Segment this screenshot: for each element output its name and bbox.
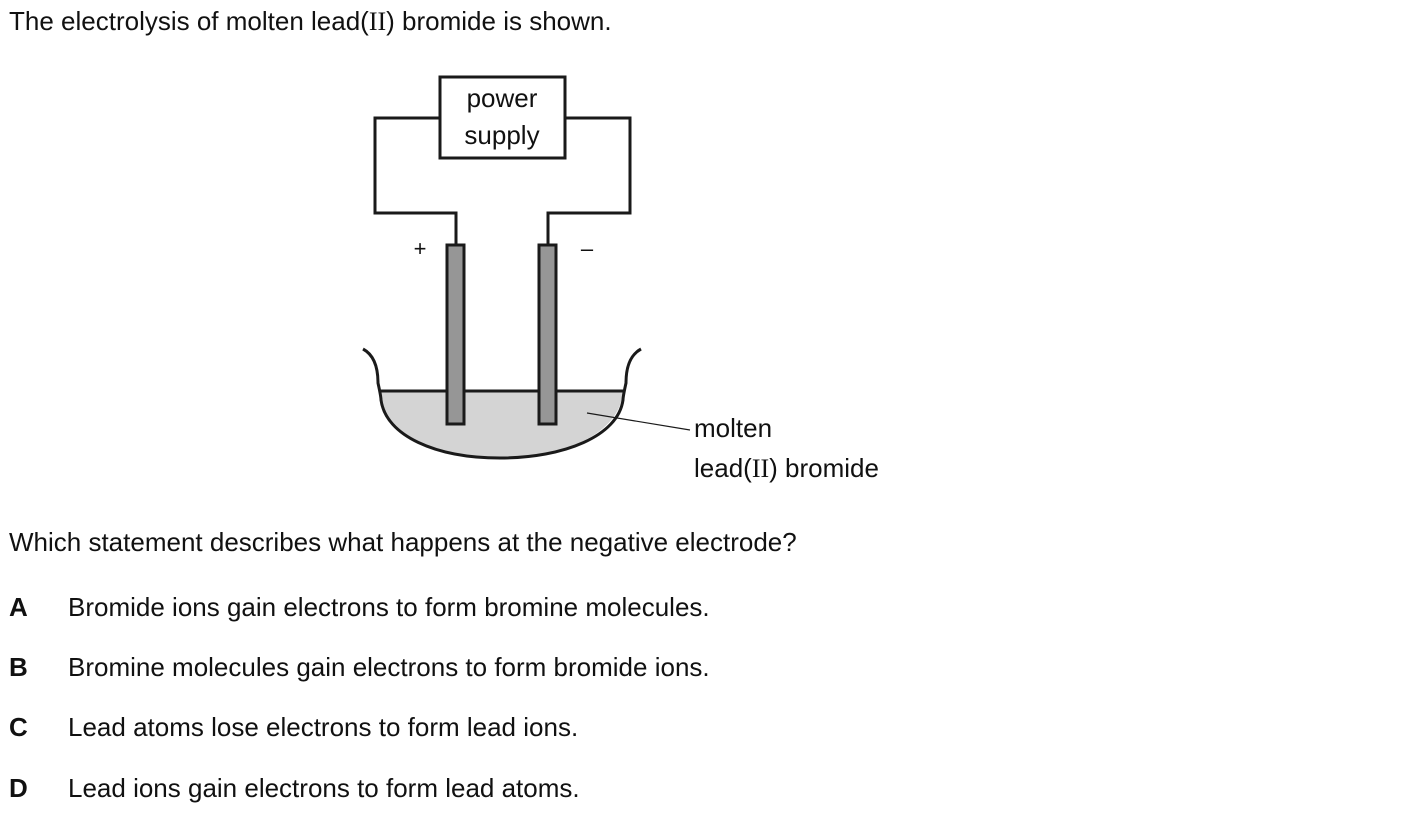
positive-sign: +	[414, 236, 427, 261]
melt-label-leader-line	[586, 412, 691, 431]
positive-wire	[373, 116, 458, 245]
power-supply-box	[438, 75, 567, 160]
intro-text-after: ) bromide is shown.	[386, 6, 612, 36]
melt-label-line2-after: ) bromide	[769, 453, 879, 483]
power-supply-label-line1: power	[467, 83, 538, 113]
melt-label-roman-numeral: II	[752, 454, 769, 483]
option-c-text: Lead atoms lose electrons to form lead i…	[68, 712, 579, 742]
option-a-text: Bromide ions gain electrons to form brom…	[68, 592, 710, 622]
intro-text-before: The electrolysis of molten lead(	[9, 6, 369, 36]
option-c-letter: C	[9, 712, 28, 742]
negative-sign: –	[581, 236, 594, 261]
option-a-letter: A	[9, 592, 28, 622]
melt-label-line1: molten	[694, 413, 772, 443]
question-text: Which statement describes what happens a…	[9, 527, 797, 557]
negative-wire	[546, 116, 632, 245]
option-b-text: Bromine molecules gain electrons to form…	[68, 652, 710, 682]
power-supply-label-line2: supply	[464, 120, 539, 150]
dish-outline	[362, 347, 642, 460]
molten-melt	[381, 391, 623, 458]
intro-roman-numeral: II	[368, 7, 387, 36]
option-d-text: Lead ions gain electrons to form lead at…	[68, 773, 580, 803]
melt-label-line2-before: lead(	[694, 453, 752, 483]
option-d-letter: D	[9, 773, 28, 803]
intro-text: The electrolysis of molten lead(II) brom…	[9, 6, 612, 37]
negative-electrode	[537, 243, 558, 426]
melt-label-line2: lead(II) bromide	[694, 453, 879, 483]
positive-electrode	[445, 243, 466, 426]
option-b-letter: B	[9, 652, 28, 682]
